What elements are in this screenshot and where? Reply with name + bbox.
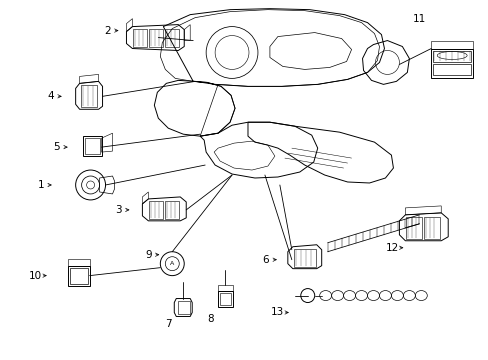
Bar xyxy=(218,291,233,306)
Bar xyxy=(149,201,163,219)
Text: 5: 5 xyxy=(53,142,60,152)
Bar xyxy=(82,136,102,156)
Text: 8: 8 xyxy=(206,314,213,324)
Text: 4: 4 xyxy=(47,91,54,101)
Text: A: A xyxy=(170,261,174,266)
Text: 9: 9 xyxy=(145,250,151,260)
Bar xyxy=(69,268,87,284)
Bar xyxy=(430,49,472,78)
Bar xyxy=(220,293,230,305)
Text: 10: 10 xyxy=(29,271,42,281)
Bar xyxy=(432,64,470,75)
Bar xyxy=(165,201,179,219)
Bar xyxy=(406,217,422,239)
Text: 7: 7 xyxy=(164,319,171,329)
Bar xyxy=(149,28,163,46)
Text: 13: 13 xyxy=(271,307,284,318)
Text: 12: 12 xyxy=(385,243,398,253)
Text: 6: 6 xyxy=(262,255,269,265)
Bar xyxy=(165,28,179,46)
Bar xyxy=(432,50,470,62)
Bar xyxy=(178,301,190,315)
Text: 3: 3 xyxy=(115,205,122,215)
Text: 2: 2 xyxy=(104,26,111,36)
Bar xyxy=(81,85,96,107)
Bar xyxy=(424,217,439,239)
Bar xyxy=(133,28,147,46)
Text: 1: 1 xyxy=(38,180,44,190)
Bar xyxy=(84,138,100,154)
Bar xyxy=(293,249,315,267)
Text: 11: 11 xyxy=(412,14,425,24)
Bar xyxy=(67,266,89,285)
